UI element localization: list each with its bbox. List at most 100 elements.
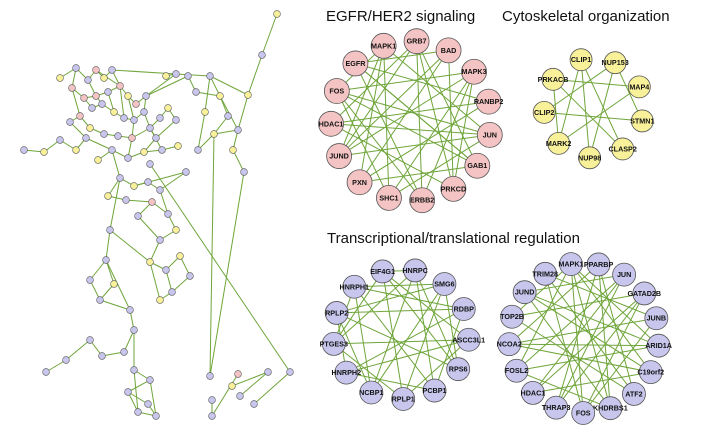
gene-node-mark2[interactable]: MARK2: [546, 131, 572, 155]
network-edge: [402, 339, 470, 400]
overview-edge: [149, 239, 161, 263]
gene-node-jund[interactable]: JUND: [326, 143, 352, 169]
gene-node-circle: [342, 50, 369, 77]
gene-node-label: HDAC1: [521, 388, 546, 397]
overview-node: [108, 146, 116, 154]
overview-edge: [127, 391, 139, 413]
gene-node-gatad2b[interactable]: GATAD2B: [627, 281, 661, 306]
overview-edge: [105, 259, 131, 311]
overview-node: [184, 72, 192, 80]
overview-node: [210, 130, 218, 138]
overview-edge: [85, 137, 113, 151]
gene-node-ncoa2[interactable]: NCOA2: [497, 332, 522, 357]
gene-node-hdac1[interactable]: HDAC1: [318, 110, 344, 137]
overview-node: [224, 112, 232, 120]
gene-node-label: CLIP1: [571, 55, 591, 64]
gene-node-pcbp1[interactable]: PCBP1: [423, 378, 447, 403]
overview-node: [40, 148, 48, 156]
gene-node-mapk1[interactable]: MAPK1: [370, 32, 397, 59]
gene-node-circle: [512, 280, 537, 305]
gene-node-trim28[interactable]: TRIM28: [532, 261, 558, 286]
network-edge: [370, 270, 416, 393]
gene-node-rplp2[interactable]: RPLP2: [324, 301, 349, 325]
overview-edge: [127, 391, 149, 405]
network-edge: [532, 274, 625, 394]
network-edge: [558, 59, 582, 144]
gene-node-pxn[interactable]: PXN: [346, 169, 373, 196]
network-edge: [580, 59, 624, 150]
gene-node-ptges3[interactable]: PTGES3: [320, 332, 348, 356]
gene-node-stmn1[interactable]: STMN1: [630, 109, 654, 133]
gene-node-gab1[interactable]: GAB1: [464, 152, 491, 179]
gene-node-rdbp[interactable]: RDBP: [451, 297, 476, 321]
gene-node-hnrpc[interactable]: HNRPC: [402, 258, 428, 283]
gene-node-thrap3[interactable]: THRAP3: [542, 395, 571, 420]
gene-node-top2b[interactable]: TOP2B: [500, 304, 524, 329]
network-edge: [421, 71, 475, 201]
network-edge: [532, 293, 645, 394]
gene-node-prkacb[interactable]: PRKACB: [538, 67, 569, 91]
gene-node-circle: [603, 51, 627, 75]
gene-node-clip2[interactable]: CLIP2: [532, 100, 556, 124]
gene-node-ncbp1[interactable]: NCBP1: [359, 380, 384, 405]
gene-node-label: GATAD2B: [627, 289, 661, 298]
gene-node-egfr[interactable]: EGFR: [342, 50, 369, 77]
gene-node-pparbp[interactable]: PPARBP: [584, 252, 614, 277]
gene-node-erbb2[interactable]: ERBB2: [409, 187, 436, 214]
gene-node-jun[interactable]: JUN: [612, 262, 637, 287]
overview-edge: [261, 13, 278, 56]
network-edge: [452, 71, 475, 189]
network-edge: [416, 41, 423, 201]
gene-node-fos[interactable]: FOS: [323, 78, 350, 104]
gene-node-jun[interactable]: JUN: [476, 121, 503, 148]
gene-node-arid1a[interactable]: ARID1A: [645, 333, 672, 358]
gene-node-c19orf2[interactable]: C19orf2: [637, 360, 664, 385]
gene-node-hnrph1[interactable]: HNRPH1: [340, 274, 370, 299]
gene-node-label: TOP2B: [500, 312, 524, 321]
gene-node-nup153[interactable]: NUP153: [602, 51, 629, 75]
gene-node-hnrph2[interactable]: HNRPH2: [332, 360, 362, 385]
gene-node-label: SHC1: [379, 193, 398, 202]
gene-node-rps6[interactable]: RPS6: [446, 357, 471, 382]
gene-node-map4[interactable]: MAP4: [627, 75, 651, 99]
overview-edge: [165, 269, 173, 293]
network-edge: [558, 86, 640, 144]
gene-node-circle: [646, 333, 671, 358]
gene-node-ascc3l1[interactable]: ASCC3L1: [452, 327, 485, 352]
gene-node-label: ARID1A: [645, 341, 672, 350]
gene-node-label: CLASP2: [608, 144, 636, 153]
network-edge: [354, 63, 423, 201]
gene-node-grb7[interactable]: GRB7: [403, 28, 430, 55]
gene-node-atf2[interactable]: ATF2: [622, 382, 646, 406]
gene-node-circle: [578, 146, 602, 170]
gene-node-ranbp2[interactable]: RANBP2: [474, 88, 504, 115]
gene-node-nup98[interactable]: NUP98: [578, 146, 602, 170]
gene-node-mapk1[interactable]: MAPK1: [558, 252, 584, 277]
gene-node-khdrbs1[interactable]: KHDRBS1: [593, 396, 628, 421]
gene-node-fos[interactable]: FOS: [571, 401, 596, 425]
gene-node-rplp1[interactable]: RPLP1: [391, 387, 416, 411]
gene-node-shc1[interactable]: SHC1: [376, 185, 402, 211]
gene-node-prkcd[interactable]: PRKCD: [440, 175, 467, 202]
gene-node-circle: [544, 395, 569, 420]
gene-node-label: GRB7: [407, 37, 427, 46]
gene-node-eif4g1[interactable]: EIF4G1: [370, 259, 395, 284]
gene-node-jund[interactable]: JUND: [512, 280, 537, 305]
gene-node-fosl2[interactable]: FOSL2: [504, 358, 529, 383]
gene-node-mapk3[interactable]: MAPK3: [461, 58, 487, 85]
gene-node-label: RPLP2: [325, 308, 348, 317]
network-edge: [448, 50, 454, 189]
gene-node-clip1[interactable]: CLIP1: [569, 48, 593, 72]
gene-node-bad[interactable]: BAD: [435, 37, 462, 64]
network-edge: [333, 271, 384, 345]
gene-node-hdac1[interactable]: HDAC1: [521, 381, 546, 405]
gene-node-clasp2[interactable]: CLASP2: [608, 137, 637, 161]
network-edge: [544, 111, 643, 122]
gene-node-circle: [391, 387, 416, 411]
overview-edge: [105, 229, 111, 261]
overview-node: [146, 124, 154, 132]
gene-node-junb[interactable]: JUNB: [644, 306, 669, 331]
overview-node: [20, 146, 28, 154]
gene-node-smg6[interactable]: SMG6: [432, 272, 457, 296]
gene-node-circle: [324, 301, 349, 325]
